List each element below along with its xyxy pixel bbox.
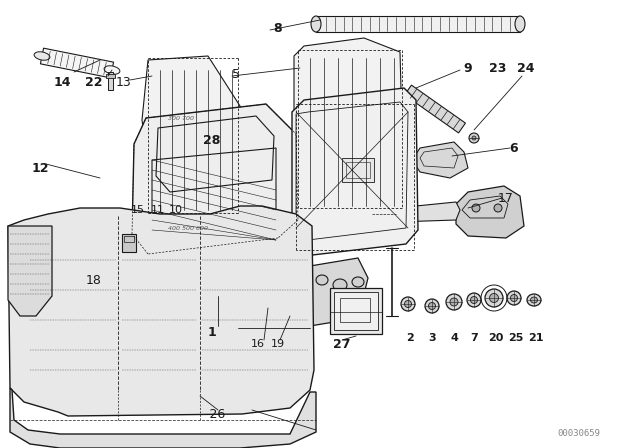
Ellipse shape: [485, 289, 503, 307]
Ellipse shape: [282, 302, 298, 318]
Ellipse shape: [515, 16, 525, 32]
Text: 25: 25: [508, 333, 524, 343]
Text: 2: 2: [406, 333, 414, 343]
Text: 13: 13: [116, 76, 132, 89]
Bar: [124, 236, 134, 242]
Ellipse shape: [429, 302, 435, 310]
Text: 4: 4: [450, 333, 458, 343]
Polygon shape: [10, 388, 316, 448]
Ellipse shape: [467, 293, 481, 307]
Ellipse shape: [472, 204, 480, 212]
Text: 3: 3: [428, 333, 436, 343]
Polygon shape: [8, 226, 52, 316]
Bar: [330, 288, 382, 334]
Bar: [340, 298, 370, 322]
Ellipse shape: [425, 299, 439, 313]
Text: 12: 12: [31, 161, 49, 175]
Ellipse shape: [259, 289, 277, 307]
Text: 28: 28: [204, 134, 221, 146]
Ellipse shape: [404, 301, 412, 307]
Ellipse shape: [34, 52, 50, 60]
Polygon shape: [456, 186, 524, 238]
Ellipse shape: [352, 277, 364, 287]
Text: 5: 5: [232, 69, 240, 82]
Ellipse shape: [286, 306, 294, 314]
Ellipse shape: [446, 294, 462, 310]
Polygon shape: [142, 56, 240, 220]
Text: 00030659: 00030659: [557, 429, 600, 438]
Ellipse shape: [161, 246, 167, 250]
Ellipse shape: [174, 246, 186, 254]
Text: -26: -26: [206, 408, 226, 421]
Text: 1: 1: [207, 326, 216, 339]
Text: 22: 22: [85, 76, 103, 89]
Ellipse shape: [158, 244, 170, 252]
Polygon shape: [412, 142, 468, 178]
Ellipse shape: [472, 136, 476, 140]
Text: 19: 19: [271, 339, 285, 349]
Bar: [108, 72, 113, 90]
Ellipse shape: [316, 275, 328, 285]
Text: 400 500 600: 400 500 600: [168, 226, 208, 231]
Ellipse shape: [469, 133, 479, 143]
Ellipse shape: [401, 297, 415, 311]
Text: 24: 24: [517, 61, 535, 74]
Text: 27: 27: [333, 337, 351, 350]
Ellipse shape: [311, 16, 321, 32]
Text: 6: 6: [509, 142, 518, 155]
Ellipse shape: [450, 298, 458, 306]
Bar: [334, 292, 378, 330]
Text: 20: 20: [488, 333, 504, 343]
Text: 8: 8: [274, 22, 282, 34]
Polygon shape: [316, 16, 520, 32]
Ellipse shape: [470, 297, 477, 303]
Polygon shape: [40, 48, 113, 78]
Ellipse shape: [511, 294, 518, 302]
Bar: [342, 158, 374, 182]
Text: 9: 9: [464, 61, 472, 74]
Bar: [106, 74, 115, 78]
Ellipse shape: [531, 297, 538, 303]
Ellipse shape: [104, 66, 120, 74]
Polygon shape: [292, 88, 418, 256]
Polygon shape: [388, 202, 460, 222]
Text: 18: 18: [86, 273, 102, 287]
Text: 16: 16: [251, 339, 265, 349]
Ellipse shape: [527, 294, 541, 306]
Text: 17: 17: [498, 191, 514, 204]
Bar: [122, 234, 136, 252]
Polygon shape: [8, 206, 314, 416]
Ellipse shape: [494, 204, 502, 212]
Ellipse shape: [266, 296, 270, 300]
Text: 15: 15: [131, 205, 145, 215]
Text: 14: 14: [53, 76, 71, 89]
Text: 7: 7: [470, 333, 478, 343]
Text: 10: 10: [169, 205, 183, 215]
Text: 21: 21: [528, 333, 544, 343]
Ellipse shape: [490, 293, 499, 302]
Ellipse shape: [263, 293, 273, 303]
Polygon shape: [294, 38, 404, 216]
Text: 11: 11: [151, 205, 165, 215]
Polygon shape: [288, 258, 368, 328]
Text: 300 700: 300 700: [168, 116, 194, 121]
Bar: [346, 162, 370, 178]
Polygon shape: [404, 85, 465, 133]
Ellipse shape: [333, 279, 347, 291]
Text: 23: 23: [490, 61, 507, 74]
Polygon shape: [132, 104, 298, 254]
Ellipse shape: [507, 291, 521, 305]
